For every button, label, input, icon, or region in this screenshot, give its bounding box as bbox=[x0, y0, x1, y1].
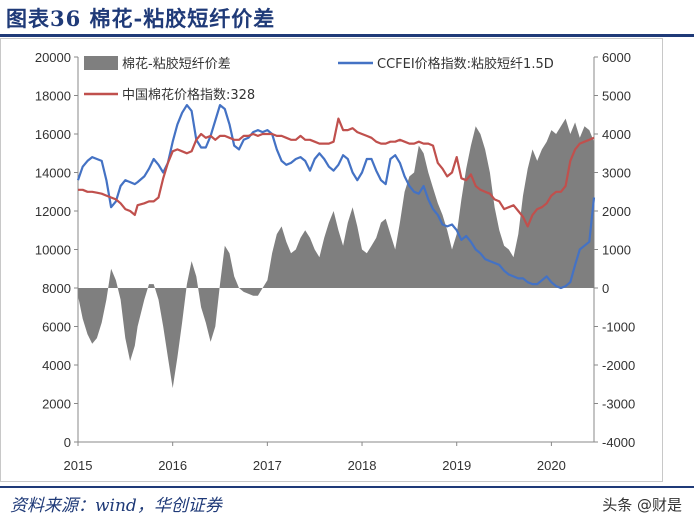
watermark: 头条 @财是 bbox=[602, 496, 682, 514]
left-tick-label: 14000 bbox=[35, 166, 71, 181]
left-tick-label: 4000 bbox=[42, 358, 71, 373]
figure-title: 图表36 棉花-粘胶短纤价差 bbox=[6, 6, 276, 31]
x-tick-label: 2017 bbox=[253, 458, 282, 473]
x-tick-label: 2019 bbox=[442, 458, 471, 473]
chart-svg: 0200040006000800010000120001400016000180… bbox=[35, 50, 635, 473]
right-tick-label: -3000 bbox=[602, 397, 635, 412]
legend-label-cotton: 中国棉花价格指数:328 bbox=[122, 87, 255, 103]
right-tick-label: 4000 bbox=[602, 127, 631, 142]
x-tick-label: 2015 bbox=[64, 458, 93, 473]
spread-area-series bbox=[78, 118, 594, 389]
left-tick-label: 16000 bbox=[35, 127, 71, 142]
x-tick-label: 2016 bbox=[158, 458, 187, 473]
right-tick-label: 3000 bbox=[602, 166, 631, 181]
right-tick-label: 5000 bbox=[602, 89, 631, 104]
left-tick-label: 12000 bbox=[35, 204, 71, 219]
right-tick-label: 6000 bbox=[602, 50, 631, 65]
cotton-price-line bbox=[78, 117, 595, 228]
left-tick-label: 8000 bbox=[42, 281, 71, 296]
left-tick-label: 0 bbox=[64, 435, 71, 450]
chart-frame bbox=[0, 38, 663, 482]
source-note: 资料来源：wind，华创证券 bbox=[10, 496, 222, 516]
x-tick-label: 2018 bbox=[348, 458, 377, 473]
right-tick-label: 2000 bbox=[602, 204, 631, 219]
legend-label-viscose: CCFEI价格指数:粘胶短纤1.5D bbox=[377, 56, 554, 72]
legend-label-spread: 棉花-粘胶短纤价差 bbox=[122, 56, 231, 72]
legend-swatch-spread bbox=[84, 56, 118, 70]
x-tick-label: 2020 bbox=[537, 458, 566, 473]
left-tick-label: 20000 bbox=[35, 50, 71, 65]
left-tick-label: 18000 bbox=[35, 89, 71, 104]
left-tick-label: 10000 bbox=[35, 243, 71, 258]
right-tick-label: -1000 bbox=[602, 320, 635, 335]
viscose-price-line bbox=[76, 103, 596, 290]
left-tick-label: 2000 bbox=[42, 397, 71, 412]
right-tick-label: -4000 bbox=[602, 435, 635, 450]
right-tick-label: -2000 bbox=[602, 358, 635, 373]
right-tick-label: 1000 bbox=[602, 243, 631, 258]
title-rule bbox=[0, 34, 694, 37]
source-rule bbox=[0, 486, 694, 488]
left-tick-label: 6000 bbox=[42, 320, 71, 335]
right-tick-label: 0 bbox=[602, 281, 609, 296]
